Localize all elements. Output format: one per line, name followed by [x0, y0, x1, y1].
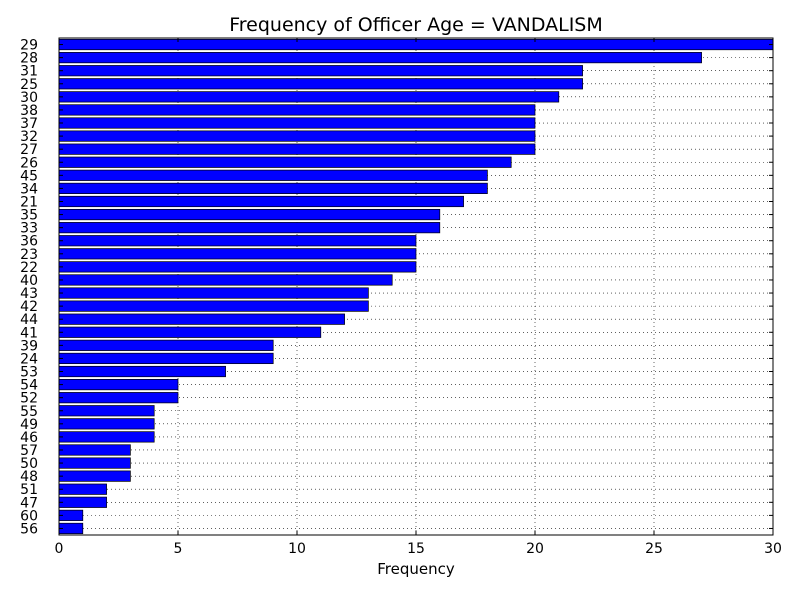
- bars: [58, 38, 774, 535]
- bar-age-46: [58, 431, 155, 443]
- y-tick-label: 36: [20, 234, 38, 250]
- x-tick-label: 0: [55, 541, 64, 557]
- y-tick-label: 21: [20, 194, 38, 210]
- bar-age-45: [58, 169, 488, 181]
- y-tick-label: 43: [20, 286, 38, 302]
- bar-age-25: [58, 78, 583, 90]
- bar-age-33: [58, 222, 441, 234]
- y-tick-label: 56: [20, 521, 38, 537]
- bar-age-43: [58, 287, 369, 299]
- y-tick-label: 51: [20, 482, 38, 498]
- bar-age-26: [58, 156, 512, 168]
- y-tick-label: 52: [20, 391, 38, 407]
- bar-age-34: [58, 182, 488, 194]
- y-tick-label: 35: [20, 208, 38, 224]
- y-tick-label: 39: [20, 338, 38, 354]
- y-tick-label: 24: [20, 351, 38, 367]
- bar-age-35: [58, 208, 441, 221]
- y-tick-label: 49: [20, 417, 38, 433]
- y-tick-label: 32: [20, 129, 38, 145]
- chart-title: Frequency of Officer Age = VANDALISM: [229, 14, 603, 36]
- y-tick-label: 33: [20, 221, 38, 237]
- axis-ticks: [58, 38, 774, 535]
- bar-age-40: [58, 274, 393, 286]
- x-tick-label: 30: [764, 541, 782, 557]
- y-tick-label: 22: [20, 260, 38, 276]
- y-tick-label: 47: [20, 495, 38, 511]
- y-tick-label: 45: [20, 168, 38, 184]
- y-tick-label: 53: [20, 365, 38, 381]
- x-tick-label: 20: [526, 541, 544, 557]
- x-tick-label: 25: [645, 541, 663, 557]
- y-tick-labels: 2928312530383732272645342135333623224043…: [20, 38, 38, 538]
- y-tick-label: 46: [20, 430, 38, 446]
- bar-age-37: [58, 117, 536, 129]
- y-tick-label: 28: [20, 51, 38, 67]
- y-tick-label: 34: [20, 181, 38, 197]
- y-tick-label: 37: [20, 116, 38, 132]
- bar-age-39: [58, 339, 274, 351]
- y-tick-label: 41: [20, 325, 38, 341]
- x-tick-label: 5: [174, 541, 183, 557]
- bar-age-54: [58, 379, 179, 391]
- bar-age-21: [58, 195, 464, 208]
- bar-age-57: [58, 444, 131, 456]
- bar-age-47: [58, 496, 107, 508]
- bar-age-22: [58, 261, 417, 273]
- y-tick-label: 27: [20, 142, 38, 158]
- bar-age-50: [58, 457, 131, 469]
- bar-age-38: [58, 104, 536, 116]
- y-tick-label: 26: [20, 155, 38, 171]
- bar-age-28: [58, 52, 702, 64]
- bar-age-30: [58, 91, 560, 103]
- bar-age-51: [58, 483, 107, 495]
- y-tick-label: 30: [20, 90, 38, 106]
- y-tick-label: 55: [20, 404, 38, 420]
- bar-age-41: [58, 326, 322, 338]
- bar-age-49: [58, 418, 155, 430]
- y-tick-label: 29: [20, 38, 38, 54]
- y-tick-label: 60: [20, 508, 38, 524]
- bar-age-27: [58, 143, 536, 155]
- y-tick-label: 23: [20, 247, 38, 263]
- y-tick-label: 42: [20, 299, 38, 315]
- x-tick-label: 10: [288, 541, 306, 557]
- x-tick-labels: 0 5 10 15 20 25 30: [55, 541, 782, 557]
- y-tick-label: 31: [20, 64, 38, 80]
- y-tick-label: 40: [20, 273, 38, 289]
- bar-age-53: [58, 365, 226, 378]
- bar-age-32: [58, 130, 536, 142]
- x-axis-label: Frequency: [377, 560, 455, 578]
- y-tick-label: 57: [20, 443, 38, 459]
- bar-age-55: [58, 405, 155, 417]
- bar-age-42: [58, 300, 369, 312]
- y-tick-label: 25: [20, 77, 38, 93]
- x-tick-label: 15: [407, 541, 425, 557]
- bar-age-24: [58, 352, 274, 365]
- y-tick-label: 48: [20, 469, 38, 485]
- bar-age-48: [58, 470, 131, 482]
- y-tick-label: 50: [20, 456, 38, 472]
- y-tick-label: 38: [20, 103, 38, 119]
- y-tick-label: 54: [20, 378, 38, 394]
- bar-age-36: [58, 235, 417, 247]
- y-tick-label: 44: [20, 312, 38, 328]
- bar-age-44: [58, 313, 345, 325]
- bar-age-52: [58, 392, 179, 404]
- bar-age-23: [58, 248, 417, 260]
- bar-age-31: [58, 65, 583, 77]
